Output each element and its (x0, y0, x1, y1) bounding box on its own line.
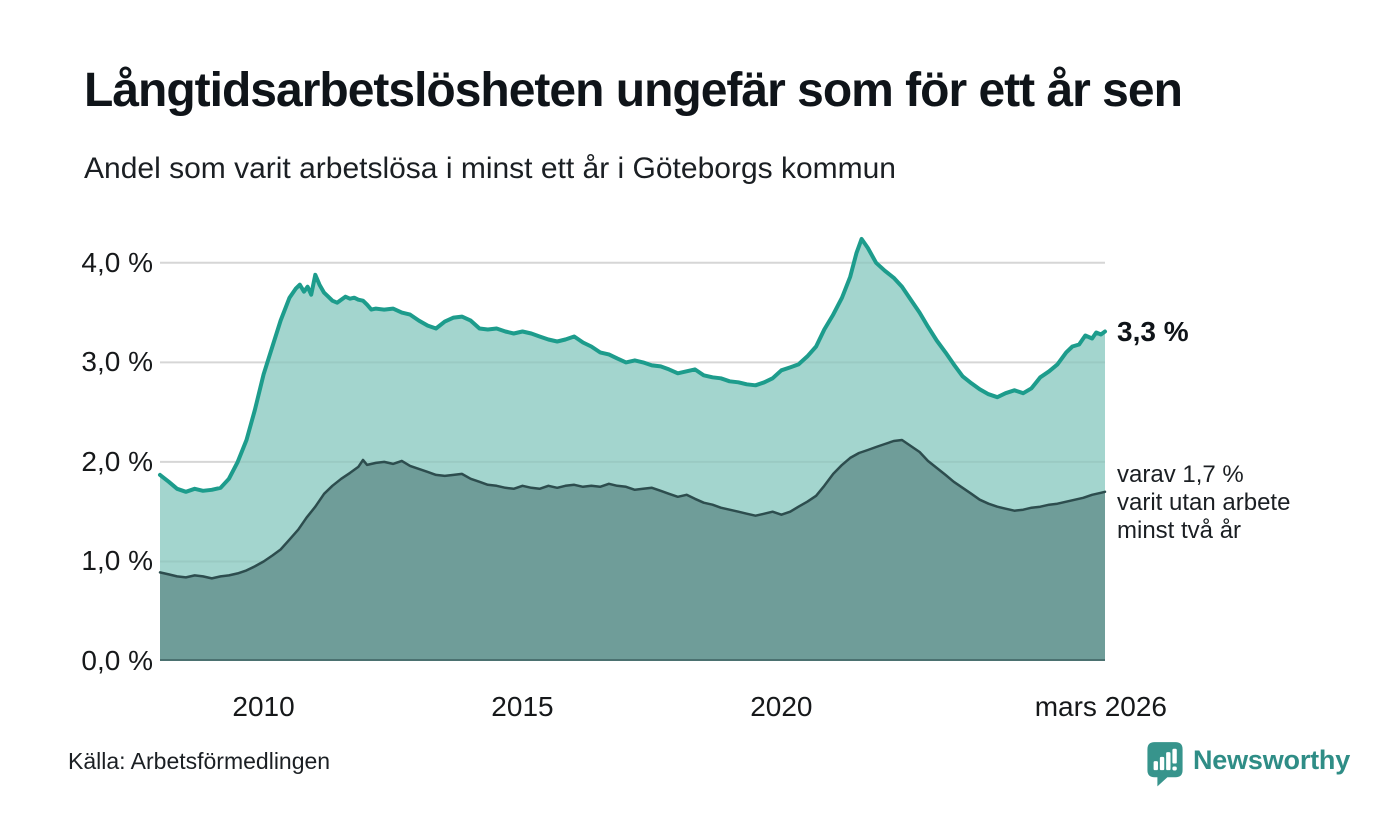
y-axis-tick-label-3: 3,0 % (81, 346, 153, 378)
area-chart-plot (158, 237, 1107, 661)
y-axis-tick-label-1: 1,0 % (81, 545, 153, 577)
source-credit: Källa: Arbetsförmedlingen (68, 748, 331, 774)
newsworthy-logo[interactable]: Newsworthy (1146, 741, 1350, 787)
annotation-subset-line-3: minst två år (1117, 516, 1242, 544)
annotation-subset-line-2: varit utan arbete (1117, 488, 1291, 516)
y-axis-tick-label-4: 4,0 % (81, 246, 153, 278)
y-axis-tick-label-2: 2,0 % (81, 445, 153, 477)
annotation-subset-line-1: varav 1,7 % (1117, 460, 1244, 488)
chart-subtitle: Andel som varit arbetslösa i minst ett å… (84, 152, 896, 185)
annotation-latest-total-value: 3,3 % (1117, 315, 1189, 347)
x-axis-tick-label-2010: 2010 (232, 691, 295, 722)
chart-title: Långtidsarbetslösheten ungefär som för e… (84, 64, 1183, 117)
x-axis-tick-label-2015: 2015 (491, 691, 554, 722)
y-axis-tick-label-0: 0,0 % (81, 645, 153, 676)
newsworthy-bubble-chart-icon (1147, 742, 1183, 787)
x-axis-tick-label-2020: 2020 (750, 691, 813, 722)
newsworthy-wordmark: Newsworthy (1193, 745, 1351, 775)
x-axis-tick-label-mars-2026: mars 2026 (1034, 691, 1167, 722)
annotation-latest-subset-value: varav 1,7 % varit utan arbete minst två … (1117, 461, 1290, 545)
